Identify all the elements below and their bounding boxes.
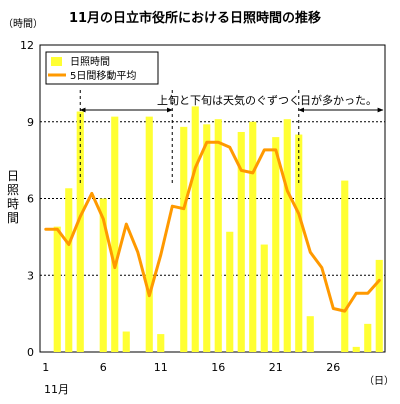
moving-average-point — [56, 228, 59, 231]
x-axis-unit: （日） — [364, 375, 394, 387]
chart-title: 11月の日立市役所における日照時間の推移 — [69, 10, 321, 26]
y-tick-label: 12 — [20, 39, 34, 52]
moving-average-point — [297, 212, 300, 216]
moving-average-point — [240, 169, 243, 172]
y-tick-label: 6 — [27, 193, 34, 206]
moving-average-point — [263, 148, 266, 152]
moving-average-point — [194, 166, 197, 169]
moving-average-point — [343, 309, 346, 313]
bar — [364, 323, 372, 352]
bar — [295, 134, 303, 352]
legend-box — [45, 51, 159, 85]
moving-average-point — [205, 141, 208, 144]
x-tick-label: 16 — [211, 361, 225, 374]
bar — [341, 180, 349, 352]
moving-average-line — [44, 140, 381, 313]
bar — [249, 121, 257, 352]
bar — [283, 119, 291, 352]
bar — [180, 126, 188, 352]
y-axis-label-char: 間 — [7, 211, 19, 225]
bar — [99, 198, 107, 352]
bar — [306, 316, 314, 352]
y-axis-label: 日照時間 — [7, 169, 19, 225]
y-tick-label: 3 — [27, 269, 34, 282]
moving-average-point — [102, 217, 105, 221]
moving-average-point — [378, 279, 381, 282]
bar — [203, 124, 211, 352]
bar — [53, 226, 61, 352]
x-tick-label: 11 — [154, 361, 168, 374]
moving-average-point — [44, 228, 47, 231]
y-tick-label: 0 — [27, 346, 34, 359]
moving-average-point — [67, 243, 70, 246]
moving-average-point — [228, 146, 231, 149]
x-tick-label: 26 — [326, 361, 340, 374]
moving-average-point — [79, 215, 82, 218]
bar — [375, 259, 383, 352]
legend-label-line: 5日間移動平均 — [70, 69, 136, 82]
moving-average-point — [274, 148, 277, 152]
bar — [65, 188, 73, 352]
legend-bar-swatch — [51, 57, 62, 66]
y-axis-label-char: 日 — [7, 169, 19, 183]
chart-annotation: 上旬と下旬は天気のぐずつく日が多かった。 — [157, 93, 377, 107]
moving-average-point — [320, 266, 323, 269]
moving-average-point — [366, 291, 369, 295]
x-tick-label: 1 — [42, 361, 49, 374]
x-tick-label: 21 — [269, 361, 283, 374]
bar — [145, 116, 153, 352]
bar — [272, 137, 280, 352]
y-tick-label: 9 — [27, 116, 34, 129]
moving-average-point — [332, 307, 335, 310]
moving-average-point — [113, 266, 116, 269]
x-tick-label: 6 — [100, 361, 107, 374]
y-axis-label-char: 時 — [7, 197, 19, 211]
bar — [226, 231, 234, 352]
moving-average-point — [355, 291, 358, 295]
bar — [111, 116, 119, 352]
moving-average-point — [90, 192, 93, 195]
bar — [352, 346, 360, 352]
moving-average-point — [182, 207, 185, 210]
moving-average-point — [148, 294, 151, 297]
y-axis-label-char: 照 — [7, 183, 19, 197]
bar — [214, 119, 222, 352]
moving-average-point — [309, 251, 312, 254]
moving-average-point — [125, 222, 128, 226]
moving-average-point — [136, 251, 139, 254]
legend-label-bar: 日照時間 — [70, 56, 110, 68]
bar — [237, 131, 245, 352]
moving-average-point — [286, 189, 289, 193]
y-axis-unit: （時間） — [3, 18, 43, 30]
bar — [76, 111, 84, 353]
x-axis-month-label: 11月 — [44, 383, 69, 396]
bar — [122, 331, 130, 352]
moving-average-point — [159, 253, 162, 256]
moving-average-point — [251, 171, 254, 175]
bar — [260, 244, 268, 352]
bar — [191, 106, 199, 353]
bar — [157, 334, 165, 352]
moving-average-point — [171, 204, 174, 208]
moving-average-point — [217, 141, 220, 144]
